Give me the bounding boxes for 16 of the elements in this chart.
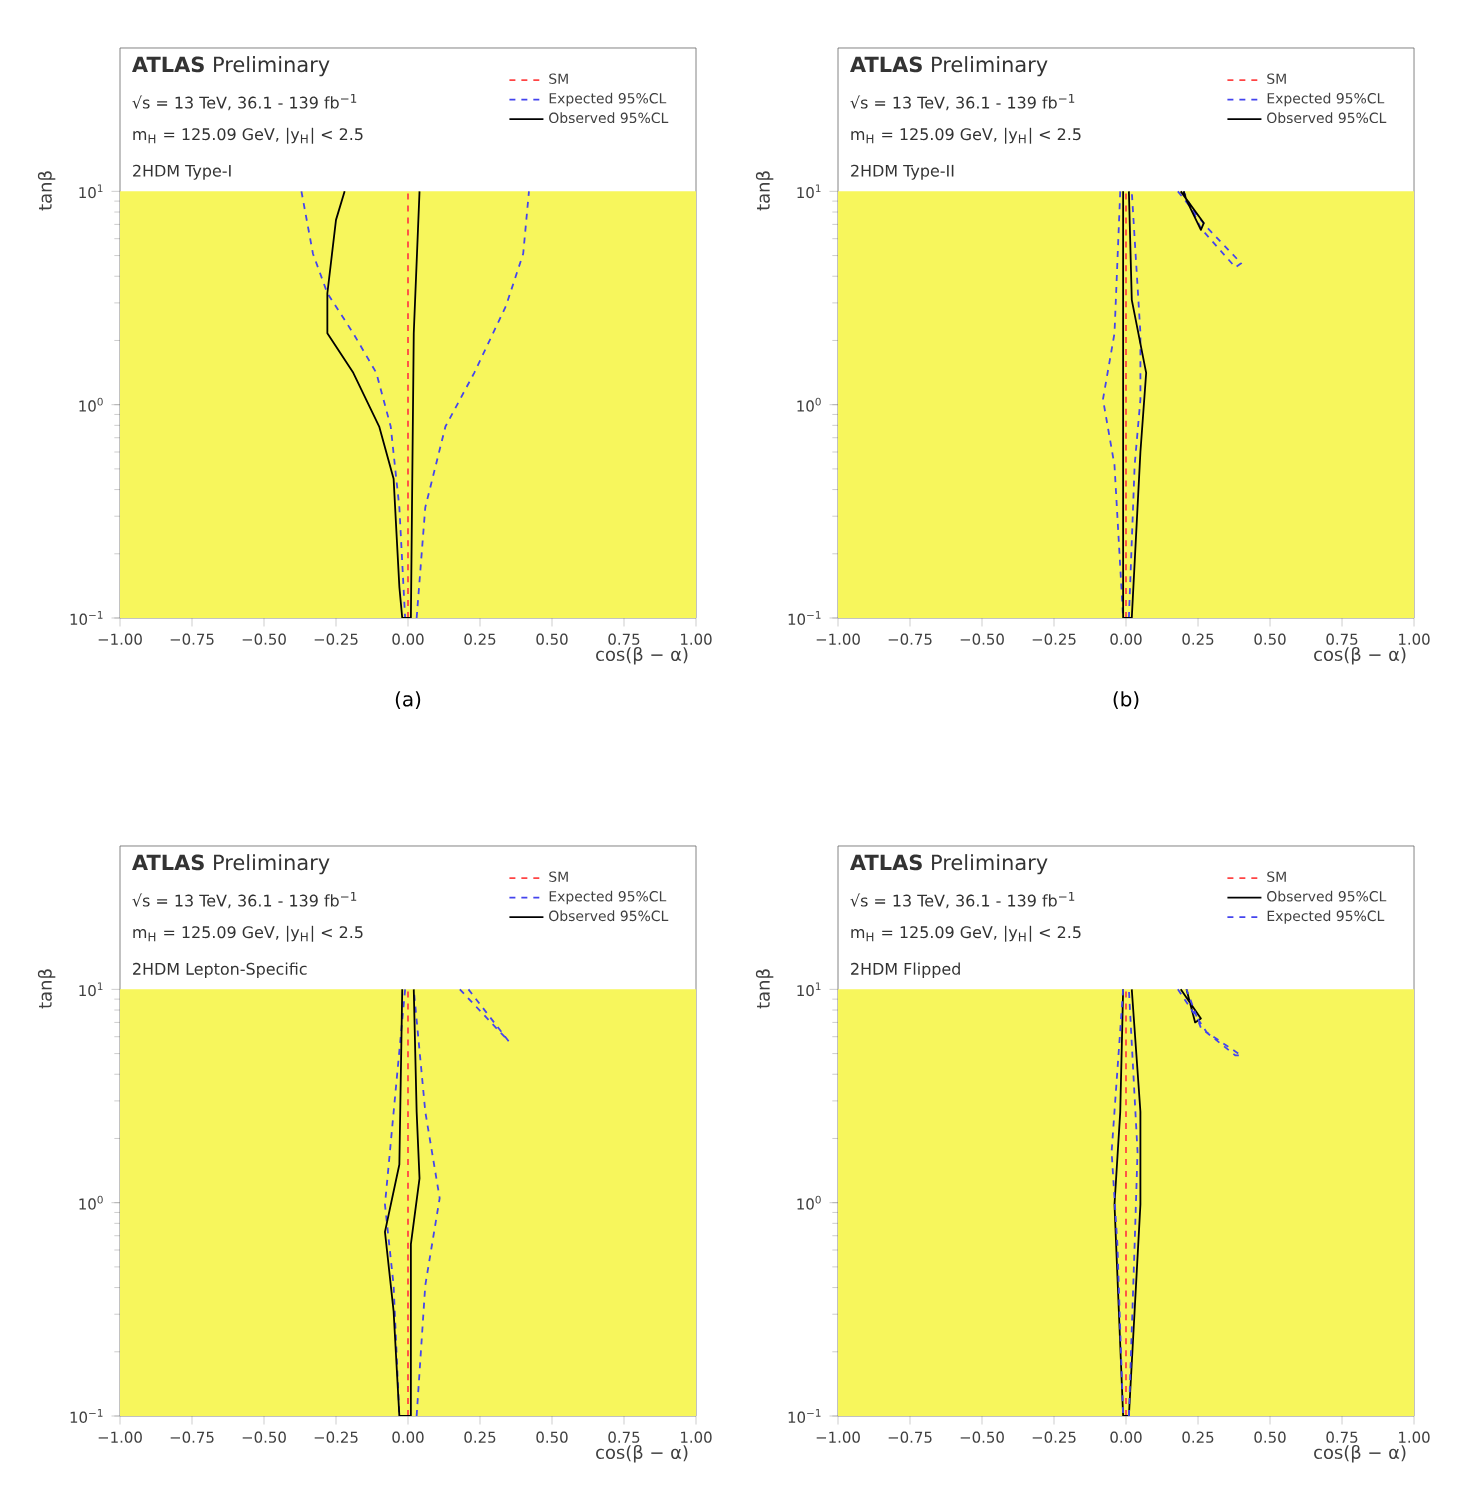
x-axis-title: cos(β − α)	[1314, 1445, 1406, 1463]
annotation: ATLAS Preliminary	[132, 854, 330, 875]
x-axis-title: cos(β − α)	[596, 647, 688, 665]
x-axis-title: cos(β − α)	[1314, 647, 1406, 665]
annotation: ATLAS Preliminary	[132, 56, 330, 77]
text: (b)	[1113, 691, 1139, 709]
x-axis-title: cos(β − α)	[596, 1445, 688, 1463]
annotation: ATLAS Preliminary	[850, 56, 1048, 77]
y-axis-title: tanβ	[37, 171, 56, 211]
y-axis-title: tanβ	[37, 969, 56, 1009]
line-series	[384, 988, 421, 1416]
line-series	[326, 190, 421, 618]
annotation: ATLAS Preliminary	[850, 854, 1048, 875]
y-axis-title: tanβ	[755, 969, 774, 1009]
y-axis-title: tanβ	[755, 171, 774, 211]
text: (a)	[395, 691, 421, 709]
